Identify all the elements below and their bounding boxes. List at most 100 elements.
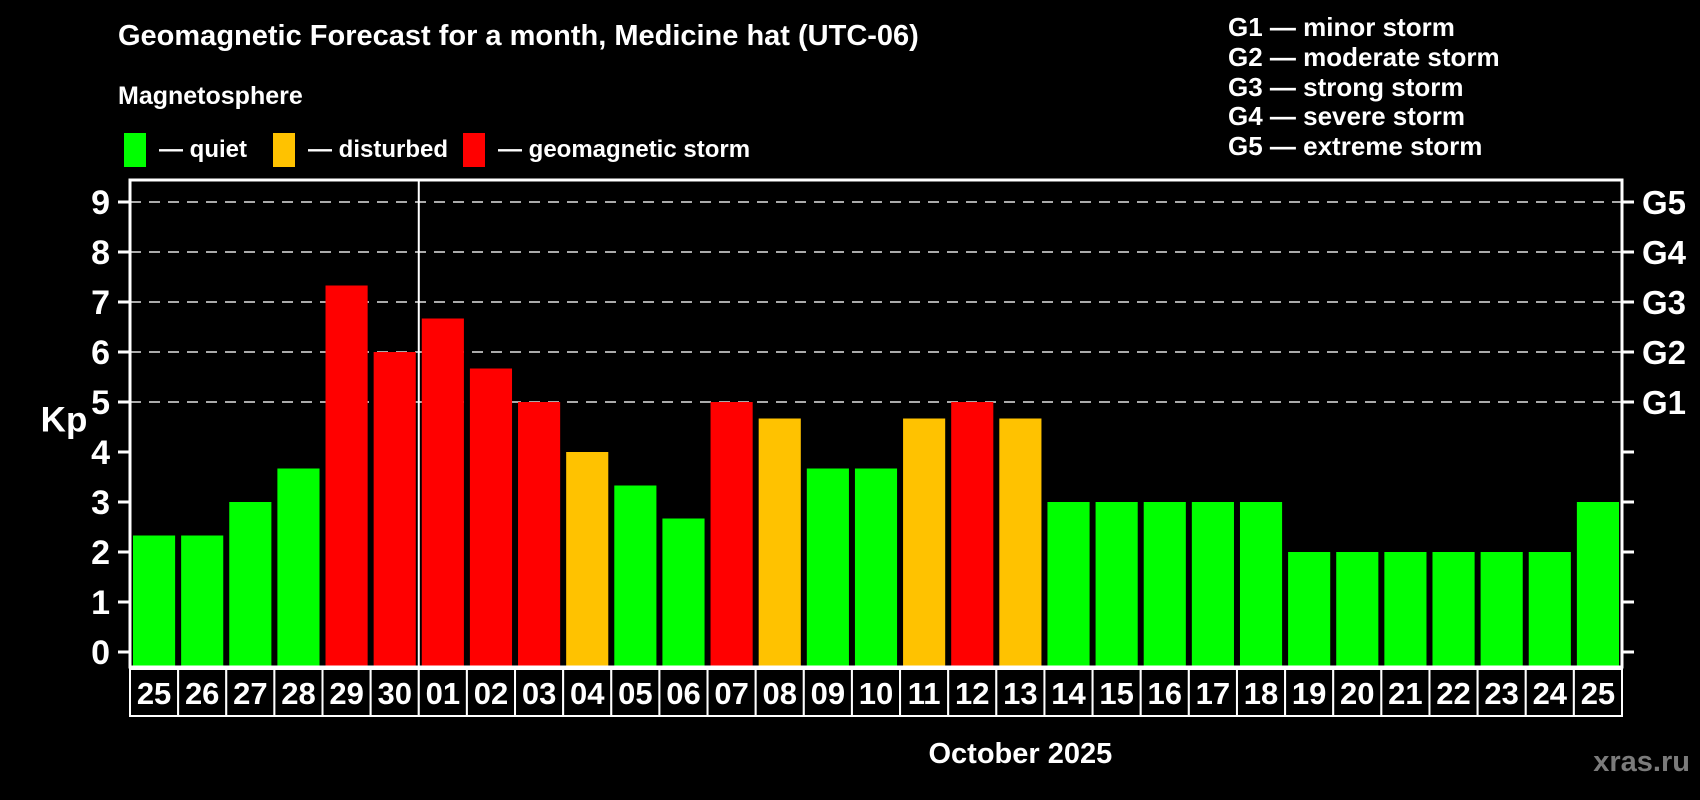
day-label-25: 20	[1340, 676, 1374, 711]
magnetosphere-label: Magnetosphere	[118, 82, 303, 110]
y-axis-label-9: 9	[91, 184, 110, 222]
kp-bar-day-25	[1576, 502, 1619, 666]
right-axis-label-G2: G2	[1642, 334, 1686, 371]
g1-legend-line: G1 — minor storm	[1228, 12, 1455, 42]
kp-bar-day-05	[614, 485, 657, 666]
day-label-11: 06	[666, 676, 700, 711]
y-axis-title-kp: Kp	[41, 401, 88, 440]
kp-bar-day-29	[325, 285, 368, 666]
kp-bar-day-04	[566, 452, 609, 666]
plot-frame	[128, 178, 1624, 669]
right-axis-label-G3: G3	[1642, 284, 1686, 321]
quiet-label: — quiet	[159, 136, 247, 163]
day-label-23: 18	[1244, 676, 1278, 711]
legend-item-disturbed: — disturbed	[273, 133, 448, 167]
g4-legend-line: G4 — severe storm	[1228, 101, 1466, 132]
day-label-box-16	[899, 668, 950, 717]
kp-bar-day-30	[373, 352, 416, 666]
day-label-box-22	[1187, 668, 1238, 717]
day-label-10: 05	[618, 676, 652, 711]
y-axis-label-0: 0	[91, 634, 110, 672]
day-label-box-4	[321, 668, 372, 717]
day-label-30: 25	[1581, 676, 1615, 711]
day-label-24: 19	[1292, 676, 1326, 711]
kp-bar-day-02	[469, 368, 513, 666]
kp-bar-day-13	[999, 418, 1042, 666]
day-label-box-3	[273, 668, 324, 717]
kp-bar-day-23	[1480, 552, 1523, 666]
kp-bar-day-03	[518, 402, 561, 666]
kp-bar-day-27	[229, 502, 272, 666]
day-label-box-30	[1572, 668, 1624, 717]
day-label-8: 03	[522, 676, 556, 711]
day-label-5: 30	[377, 676, 411, 711]
kp-bar-day-06	[662, 518, 705, 666]
right-axis-label-G1: G1	[1642, 384, 1686, 421]
day-label-20: 15	[1099, 676, 1133, 711]
g-scale-legend: G1 — minor storm G2 — moderate storm G3 …	[1228, 12, 1500, 162]
day-label-box-24	[1284, 668, 1335, 717]
day-label-2: 27	[233, 676, 267, 711]
day-label-7: 02	[474, 676, 508, 711]
kp-bar-day-25	[133, 535, 176, 666]
y-axis-label-4: 4	[91, 434, 110, 472]
storm-swatch-icon	[463, 133, 485, 167]
y-axis-label-3: 3	[91, 484, 110, 522]
g3-legend-line: G3 — strong storm	[1228, 71, 1464, 102]
day-label-box-12	[706, 668, 757, 717]
legend-item-storm: — geomagnetic storm	[463, 133, 750, 167]
y-axis-label-8: 8	[91, 234, 110, 272]
day-label-21: 16	[1148, 676, 1182, 711]
day-label-box-17	[947, 668, 998, 717]
day-label-box-15	[850, 668, 902, 717]
day-label-22: 17	[1196, 676, 1230, 711]
day-label-3: 28	[281, 676, 315, 711]
day-label-box-27	[1428, 668, 1479, 717]
kp-bar-day-09	[806, 468, 849, 666]
kp-bar-day-11	[903, 418, 946, 666]
day-label-box-28	[1476, 668, 1527, 717]
kp-bar-day-28	[277, 468, 320, 666]
y-axis-label-5: 5	[91, 384, 110, 422]
storm-label: — geomagnetic storm	[498, 136, 751, 163]
day-label-box-26	[1380, 668, 1431, 717]
kp-bar-day-15	[1095, 502, 1138, 666]
day-label-9: 04	[570, 676, 605, 711]
day-label-15: 10	[859, 676, 893, 711]
kp-bar-day-22	[1432, 552, 1475, 666]
kp-bar-day-20	[1336, 552, 1379, 666]
day-label-6: 01	[426, 676, 460, 711]
day-label-1: 26	[185, 676, 219, 711]
day-label-19: 14	[1051, 676, 1086, 711]
day-label-box-0	[129, 668, 180, 717]
chart-title: Geomagnetic Forecast for a month, Medici…	[118, 20, 919, 52]
quiet-swatch-icon	[124, 133, 146, 167]
g5-legend-line: G5 — extreme storm	[1228, 131, 1483, 162]
watermark: xras.ru	[1593, 746, 1690, 778]
day-label-box-9	[562, 668, 613, 717]
kp-bar-day-07	[710, 402, 753, 666]
day-label-28: 23	[1484, 676, 1518, 711]
day-label-box-14	[802, 668, 853, 717]
right-axis-label-G5: G5	[1642, 184, 1686, 221]
day-label-29: 24	[1533, 676, 1568, 711]
y-axis-label-6: 6	[91, 334, 110, 372]
day-label-box-19	[1043, 668, 1094, 717]
month-title: October 2025	[929, 738, 1113, 770]
kp-bar-day-21	[1384, 552, 1427, 666]
day-label-27: 22	[1436, 676, 1470, 711]
kp-bar-day-24	[1528, 552, 1571, 666]
kp-bar-day-10	[854, 468, 898, 666]
disturbed-swatch-icon	[273, 133, 295, 167]
day-label-4: 29	[329, 676, 363, 711]
day-label-26: 21	[1388, 676, 1422, 711]
day-label-box-10	[610, 668, 661, 717]
kp-bar-day-01	[421, 318, 464, 666]
day-label-14: 09	[811, 676, 845, 711]
kp-bar-day-14	[1047, 502, 1090, 666]
legend-item-quiet: — quiet	[124, 133, 247, 167]
kp-bar-day-08	[758, 418, 801, 666]
y-axis-label-7: 7	[91, 284, 110, 322]
